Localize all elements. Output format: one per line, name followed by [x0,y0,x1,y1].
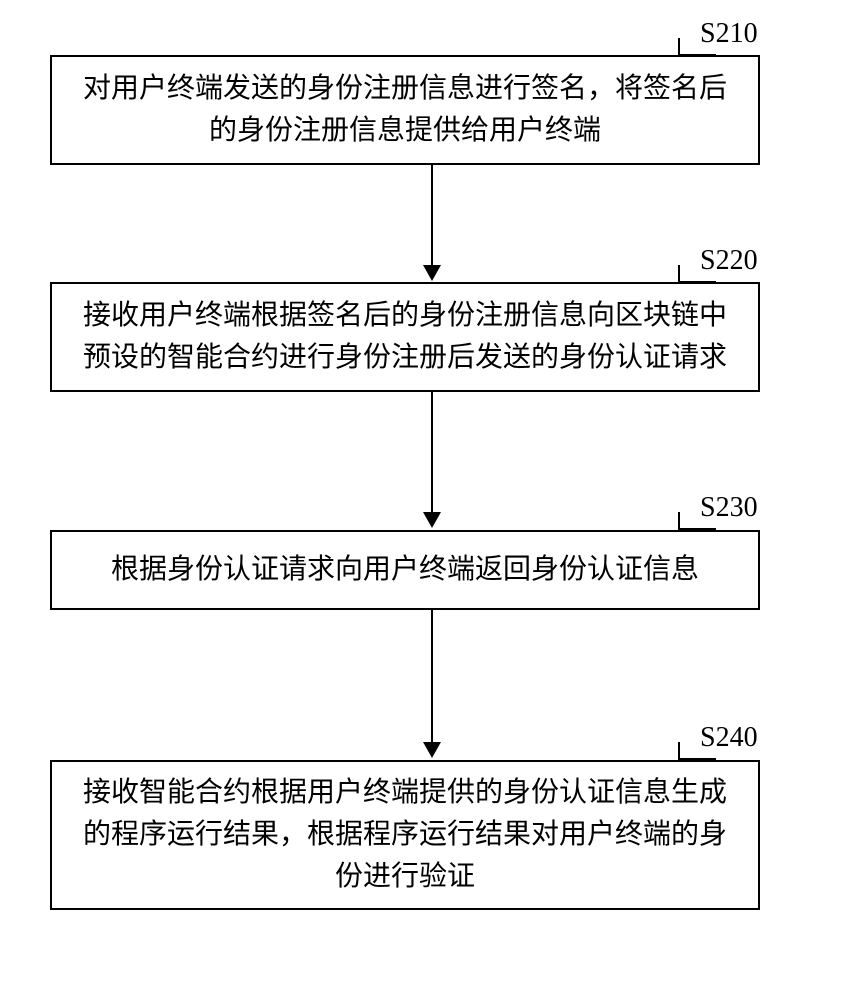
step-box-s230: 根据身份认证请求向用户终端返回身份认证信息 [50,530,760,610]
bracket-s210 [678,38,716,56]
step-text-s230: 根据身份认证请求向用户终端返回身份认证信息 [111,549,699,591]
flowchart-container: S210 对用户终端发送的身份注册信息进行签名，将签名后的身份注册信息提供给用户… [0,0,864,1000]
arrow-head-3 [423,742,441,758]
arrow-head-2 [423,512,441,528]
bracket-s230 [678,512,716,530]
step-text-s240: 接收智能合约根据用户终端提供的身份认证信息生成的程序运行结果，根据程序运行结果对… [72,772,738,898]
bracket-s220 [678,265,716,283]
step-text-s220: 接收用户终端根据签名后的身份注册信息向区块链中预设的智能合约进行身份注册后发送的… [72,295,738,379]
step-text-s210: 对用户终端发送的身份注册信息进行签名，将签名后的身份注册信息提供给用户终端 [72,68,738,152]
arrow-line-3 [431,610,433,742]
step-box-s220: 接收用户终端根据签名后的身份注册信息向区块链中预设的智能合约进行身份注册后发送的… [50,282,760,392]
arrow-line-1 [431,165,433,265]
bracket-s240 [678,742,716,760]
arrow-line-2 [431,392,433,512]
step-box-s210: 对用户终端发送的身份注册信息进行签名，将签名后的身份注册信息提供给用户终端 [50,55,760,165]
step-box-s240: 接收智能合约根据用户终端提供的身份认证信息生成的程序运行结果，根据程序运行结果对… [50,760,760,910]
arrow-head-1 [423,265,441,281]
